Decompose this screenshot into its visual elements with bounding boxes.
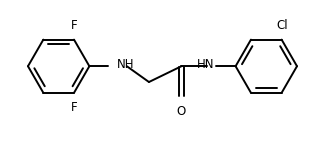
- Text: Cl: Cl: [277, 18, 288, 31]
- Text: HN: HN: [196, 58, 214, 71]
- Text: O: O: [177, 105, 186, 118]
- Text: F: F: [71, 18, 77, 31]
- Text: F: F: [71, 101, 77, 114]
- Text: NH: NH: [117, 58, 134, 71]
